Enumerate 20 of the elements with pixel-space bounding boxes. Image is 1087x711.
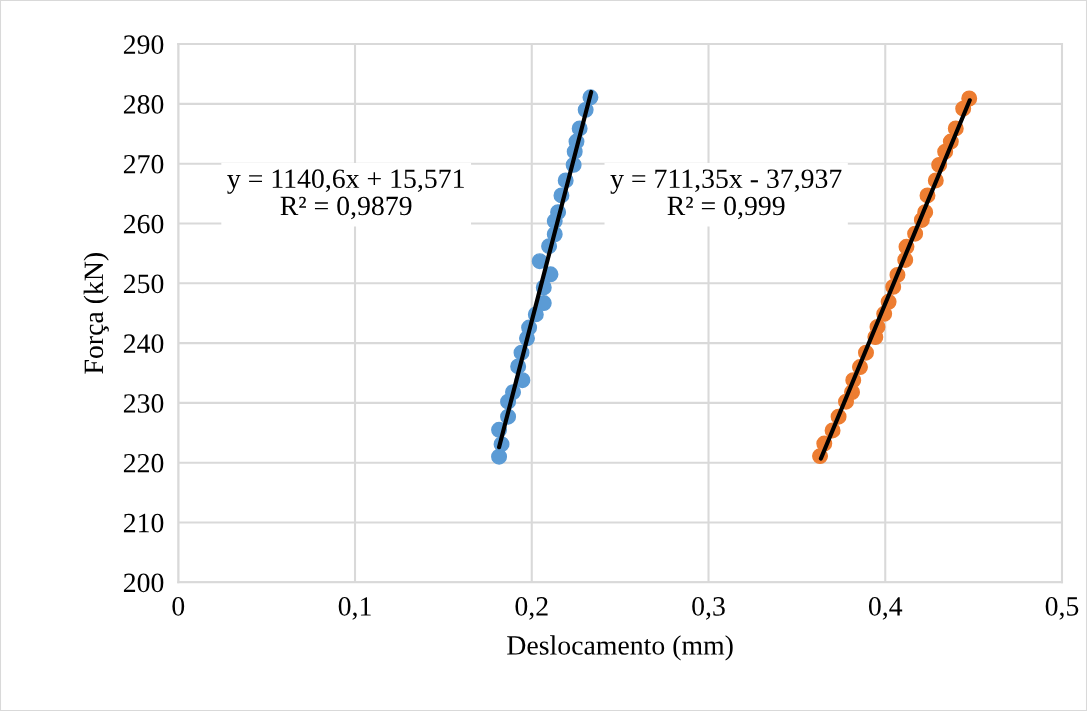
x-tick-label: 0 <box>172 597 185 616</box>
y-tick-label: 200 <box>123 573 164 593</box>
y-tick-label: 290 <box>123 35 164 54</box>
y-tick-label: 230 <box>123 394 164 413</box>
y-tick-label: 240 <box>123 334 164 354</box>
annotation: y = 1140,6x + 15,571 R² = 0,9879 <box>227 169 464 220</box>
x-tick-label: 0,3 <box>692 597 725 620</box>
y-tick-label: 260 <box>123 214 164 234</box>
y-axis-title: Força (kN) <box>83 253 109 374</box>
y-tick-label: 280 <box>123 95 164 114</box>
x-tick-label: 0,1 <box>338 597 371 620</box>
annotation: y = 711,35x - 37,937 R² = 0,999 <box>610 169 842 220</box>
x-tick-label: 0,2 <box>515 597 548 620</box>
y-tick-label: 220 <box>123 453 164 473</box>
y-tick-label: 270 <box>123 154 164 174</box>
x-tick-label: 0,5 <box>1045 597 1079 620</box>
x-tick-label: 0,4 <box>868 597 903 620</box>
x-axis-title: Deslocamento (mm) <box>507 635 733 661</box>
y-tick-label: 210 <box>123 513 164 533</box>
y-tick-label: 250 <box>123 274 164 294</box>
